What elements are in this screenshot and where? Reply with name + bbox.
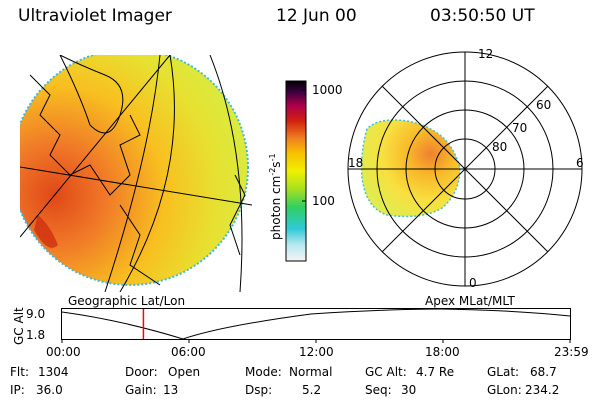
colorbar-tick-100: 100 — [312, 194, 335, 208]
colorbar — [285, 80, 307, 262]
date-label: 12 Jun 00 — [276, 6, 357, 26]
gcalt-value: 4.7 Re — [416, 365, 455, 379]
gcalt-label: GC Alt: — [365, 365, 407, 379]
timeline-ylabel: GC Alt — [12, 307, 26, 345]
flt-value: 1304 — [38, 365, 69, 379]
timeline-xtick-1800: 18:00 — [425, 345, 460, 359]
dsp-label: Dsp: — [245, 383, 273, 397]
dsp-value: 5.2 — [302, 383, 322, 397]
flt-label: Flt: — [10, 365, 29, 379]
timeline-xtick-0600: 06:00 — [171, 345, 206, 359]
polar-caption: Apex MLat/MLT — [425, 294, 515, 308]
ip-label: IP: — [10, 383, 25, 397]
door-value: Open — [168, 365, 201, 379]
mode-label: Mode: — [245, 365, 282, 379]
gain-value: 13 — [163, 383, 179, 397]
mlt-label-12: 12 — [478, 47, 494, 61]
glat-value: 68.7 — [530, 365, 557, 379]
geographic-caption: Geographic Lat/Lon — [68, 294, 186, 308]
timeline-xtick-1200: 12:00 — [299, 345, 334, 359]
seq-label: Seq: — [365, 383, 392, 397]
lat-label-80: 80 — [492, 140, 508, 154]
time-label: 03:50:50 UT — [430, 6, 535, 26]
colorbar-label: photon cm-2s-1 — [268, 153, 283, 240]
mode-value: Normal — [289, 365, 333, 379]
door-label: Door: — [125, 365, 158, 379]
gain-label: Gain: — [125, 383, 157, 397]
timeline-xtick-2359: 23:59 — [554, 345, 589, 359]
timeline-ytick-top: 9.0 — [26, 307, 46, 321]
ip-value: 36.0 — [36, 383, 63, 397]
timeline-ytick-bottom: 1.8 — [26, 328, 46, 342]
geographic-image — [20, 55, 252, 292]
polar-plot — [347, 51, 583, 287]
lat-label-70: 70 — [512, 121, 528, 135]
glat-label: GLat: — [487, 365, 520, 379]
glon-value: 234.2 — [525, 383, 560, 397]
seq-value: 30 — [401, 383, 417, 397]
mlt-label-6: 6 — [576, 156, 584, 170]
colorbar-tick-1000: 1000 — [312, 83, 343, 97]
glon-label: GLon: — [487, 383, 522, 397]
auroral-oval — [360, 119, 461, 218]
altitude-curve — [61, 308, 571, 340]
mlt-label-18: 18 — [348, 156, 364, 170]
timeline-plot — [61, 308, 571, 343]
lat-label-60: 60 — [536, 98, 552, 112]
earth-disk — [20, 55, 248, 285]
mlt-label-0: 0 — [469, 276, 477, 290]
timeline-xtick-0000: 00:00 — [46, 345, 81, 359]
app-title: Ultraviolet Imager — [18, 6, 172, 26]
